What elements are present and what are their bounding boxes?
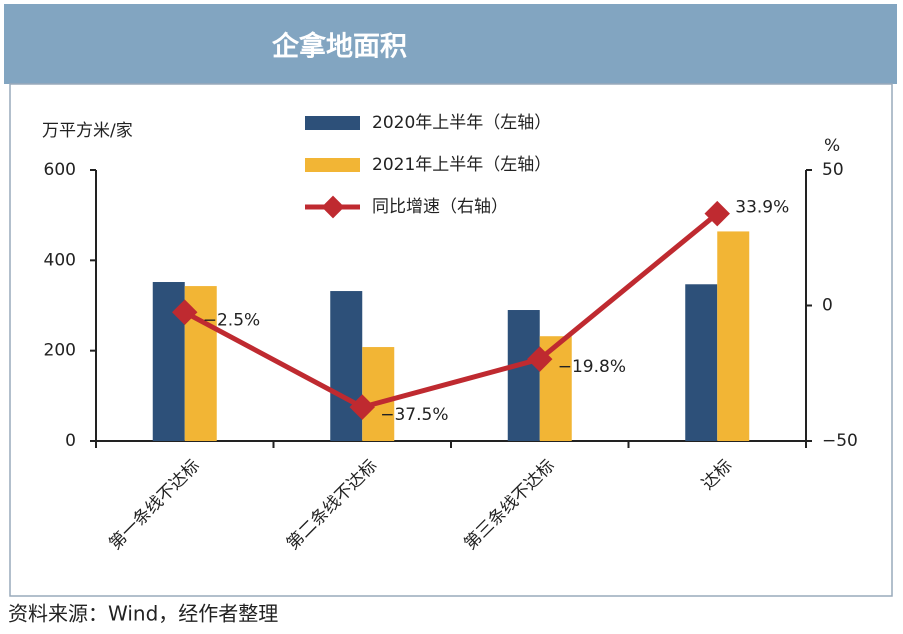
value-label: 33.9% xyxy=(735,198,789,218)
value-label: −19.8% xyxy=(558,357,626,377)
x-tick-label: 第一条线不达标 xyxy=(106,456,204,554)
header-band xyxy=(4,4,897,84)
legend-label: 2021年上半年（左轴） xyxy=(372,155,551,175)
point xyxy=(704,200,730,227)
y2-tick-label: 0 xyxy=(822,296,833,316)
legend-marker xyxy=(321,195,345,219)
bar xyxy=(362,347,395,441)
point xyxy=(172,299,198,326)
bar xyxy=(717,231,750,441)
bar xyxy=(507,310,540,441)
legend-label: 2020年上半年（左轴） xyxy=(372,113,551,133)
x-tick-label: 达标 xyxy=(698,456,736,494)
x-tick-label: 第二条线不达标 xyxy=(283,456,381,554)
y2-axis-label: % xyxy=(824,136,840,156)
line xyxy=(183,211,719,410)
value-label: −37.5% xyxy=(380,405,448,425)
chart-frame xyxy=(9,83,893,597)
y-tick-label: 400 xyxy=(44,250,76,270)
y-tick-label: 600 xyxy=(44,160,76,180)
point xyxy=(349,394,375,420)
y-axis-label: 万平方米/家 xyxy=(42,121,133,141)
legend-swatch xyxy=(305,158,360,172)
point xyxy=(527,346,553,372)
y2-tick-label: 50 xyxy=(822,160,844,180)
y-tick-label: 200 xyxy=(44,341,76,361)
value-label: −2.5% xyxy=(203,310,260,330)
legend-swatch xyxy=(305,116,360,130)
header-title: 企拿地面积 xyxy=(272,31,407,63)
x-tick-label: 第三条线不达标 xyxy=(461,456,559,554)
legend-label: 同比增速（右轴） xyxy=(372,197,508,217)
bar xyxy=(685,284,718,441)
source: 资料来源：Wind，经作者整理 xyxy=(8,602,278,626)
bar xyxy=(330,291,363,441)
y2-tick-label: −50 xyxy=(822,431,858,451)
y-tick-label: 0 xyxy=(65,431,76,451)
